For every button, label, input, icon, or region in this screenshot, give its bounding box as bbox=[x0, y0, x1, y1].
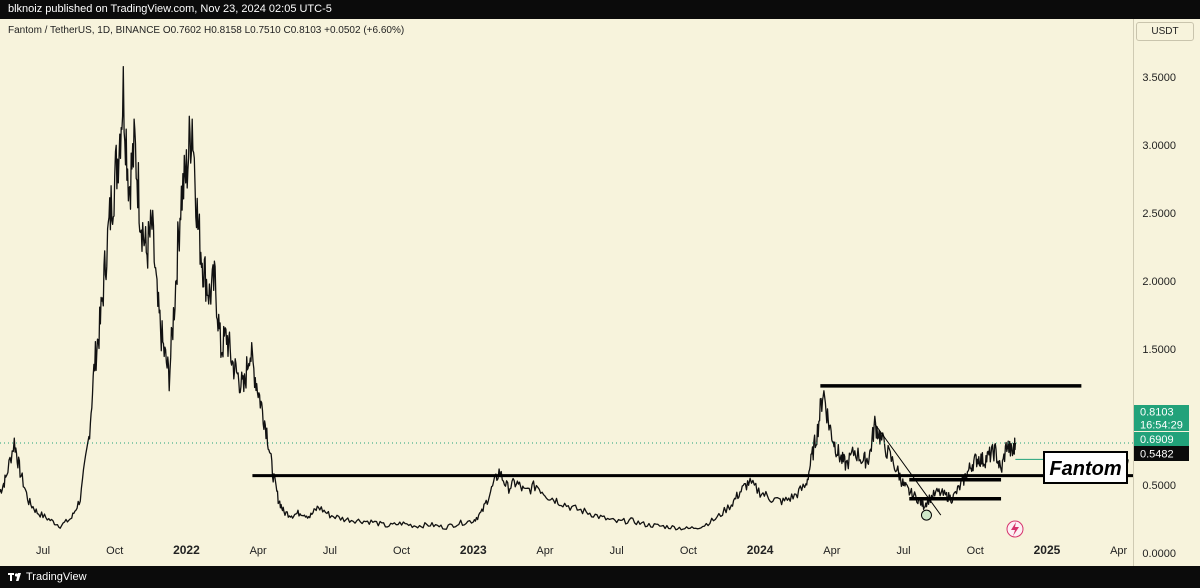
y-tick-label: 2.0000 bbox=[1142, 276, 1176, 288]
countdown-tag-bg bbox=[1134, 418, 1189, 431]
lightning-icon bbox=[1006, 520, 1024, 538]
x-tick-label: Jul bbox=[36, 545, 50, 557]
current-price-tag-text: 0.8103 bbox=[1140, 407, 1174, 419]
currency-selector[interactable]: USDT bbox=[1136, 22, 1194, 41]
axis-layer: 0.00000.50001.00001.50002.00002.50003.00… bbox=[36, 72, 1176, 560]
x-tick-label: Apr bbox=[823, 545, 840, 557]
price-axis-border bbox=[1133, 19, 1134, 566]
x-tick-label: Oct bbox=[106, 545, 123, 557]
y-tick-label: 1.5000 bbox=[1142, 344, 1176, 356]
x-tick-label: Oct bbox=[393, 545, 410, 557]
y-tick-label: 3.5000 bbox=[1142, 72, 1176, 84]
monthly-open-tag-text: 0.6909 bbox=[1140, 434, 1174, 446]
tradingview-brand-text: TradingView bbox=[26, 571, 87, 583]
x-tick-label: Jul bbox=[610, 545, 624, 557]
x-tick-label: Apr bbox=[250, 545, 267, 557]
y-tick-label: 0.0000 bbox=[1142, 548, 1176, 560]
lightning-bolt bbox=[1011, 522, 1019, 536]
asset-label: Fantom bbox=[1049, 458, 1121, 480]
low-level-tag-text: 0.5482 bbox=[1140, 449, 1174, 461]
x-tick-label: 2022 bbox=[173, 543, 200, 557]
breakout-marker bbox=[920, 509, 932, 521]
legend: Fantom / TetherUS, 1D, BINANCE O0.7602 H… bbox=[8, 25, 405, 36]
x-tick-label: 2023 bbox=[460, 543, 487, 557]
price-series-layer bbox=[0, 65, 1017, 531]
x-tick-label: Apr bbox=[1110, 545, 1127, 557]
x-tick-label: Oct bbox=[680, 545, 697, 557]
monthly-open-tag: 0.6909 bbox=[1134, 432, 1189, 446]
low-level-tag-bg bbox=[1134, 446, 1189, 461]
monthly-open-tag-bg bbox=[1134, 432, 1189, 446]
y-tick-label: 2.5000 bbox=[1142, 208, 1176, 220]
price-line bbox=[0, 65, 1017, 531]
tradingview-logo-icon bbox=[8, 573, 21, 581]
descending-trendline bbox=[874, 423, 942, 516]
publish-text: blknoiz published on TradingView.com, No… bbox=[8, 3, 332, 15]
x-tick-label: Jul bbox=[323, 545, 337, 557]
footer-bar: TradingView bbox=[0, 566, 1200, 588]
low-level-tag: 0.5482 bbox=[1134, 446, 1189, 461]
asset-label-box bbox=[1043, 451, 1128, 484]
x-tick-label: 2025 bbox=[1034, 543, 1061, 557]
countdown-tag: 16:54:29 bbox=[1134, 418, 1189, 432]
publish-bar: blknoiz published on TradingView.com, No… bbox=[0, 0, 1200, 19]
x-tick-label: Apr bbox=[536, 545, 553, 557]
current-price-tag-bg bbox=[1134, 405, 1189, 418]
x-tick-label: Oct bbox=[967, 545, 984, 557]
drawing-layer: monthly openFantom bbox=[0, 384, 1133, 538]
x-tick-label: Jul bbox=[897, 545, 911, 557]
y-tick-label: 3.0000 bbox=[1142, 140, 1176, 152]
countdown-tag-text: 16:54:29 bbox=[1140, 420, 1183, 432]
y-tick-label: 0.5000 bbox=[1142, 480, 1176, 492]
current-price-tag: 0.8103 bbox=[1134, 405, 1189, 419]
x-tick-label: 2024 bbox=[747, 543, 774, 557]
